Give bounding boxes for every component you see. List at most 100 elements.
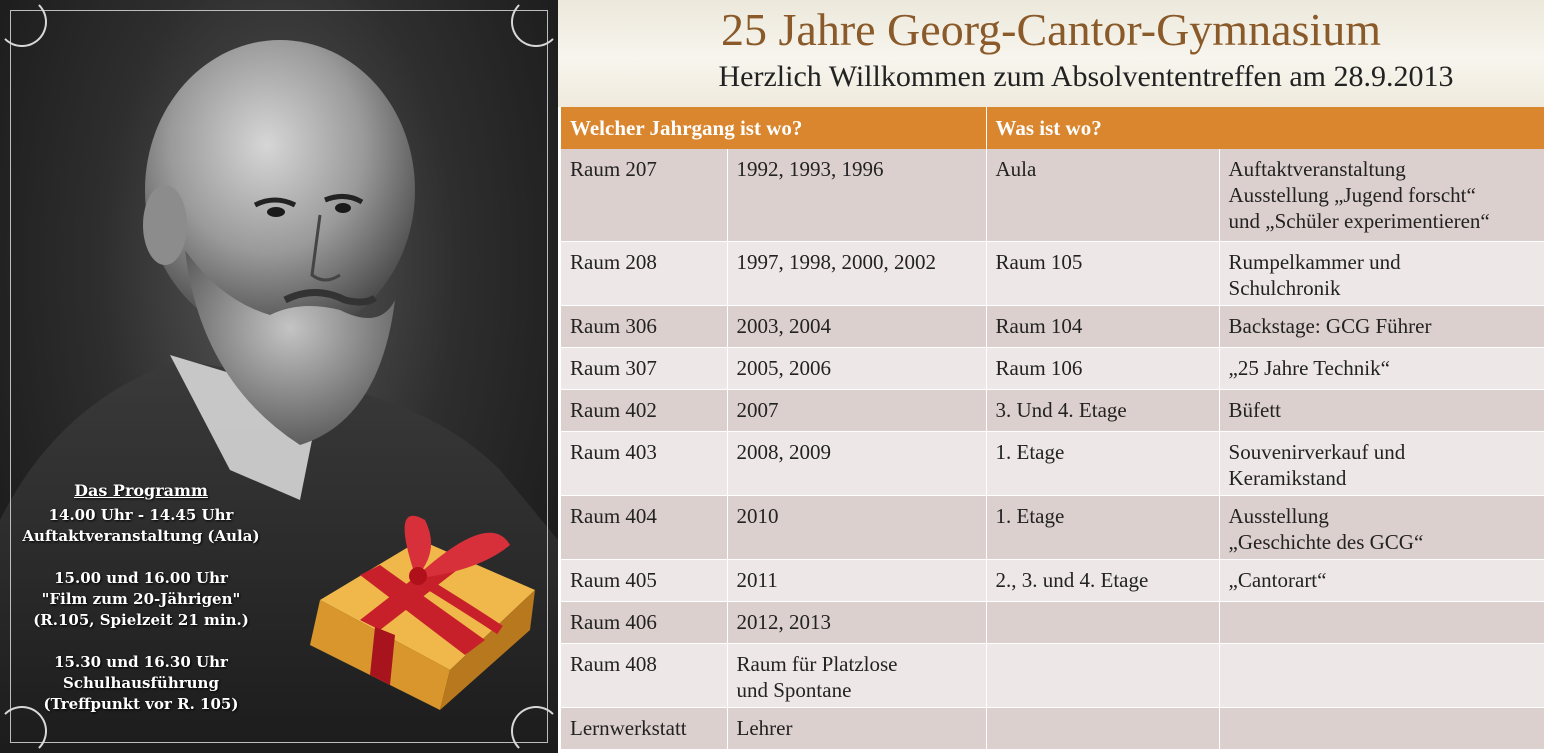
column-header-was: Was ist wo?	[986, 107, 1544, 149]
what-cell: Büfett	[1219, 389, 1544, 432]
schedule-panel: 25 Jahre Georg-Cantor-Gymnasium Herzlich…	[558, 0, 1544, 753]
where-cell	[986, 707, 1220, 750]
years-cell: 2007	[727, 389, 987, 432]
table-row: Raum 207 1992, 1993, 1996 Aula Auftaktveran…	[561, 149, 1544, 242]
portrait-panel: Das Programm 14.00 Uhr - 14.45 Uhr Aufta…	[0, 0, 558, 753]
room-cell: Raum 306	[561, 305, 728, 348]
where-cell: 1. Etage	[986, 495, 1220, 560]
table-row: Raum 405 2011 2., 3. und 4. Etage „Cantorar…	[561, 559, 1544, 602]
page-subtitle: Herzlich Willkommen zum Absolvententreff…	[718, 60, 1454, 93]
program-time: 15.30 und 16.30 Uhr	[54, 653, 228, 671]
years-cell: 2008, 2009	[727, 431, 987, 496]
table-row: Raum 402 2007 3. Und 4. Etage Büfett	[561, 389, 1544, 432]
what-cell: Auftaktveranstaltung Ausstellung „Jugend …	[1219, 149, 1544, 242]
table-row: Raum 208 1997, 1998, 2000, 2002 Raum 105 Ru…	[561, 241, 1544, 306]
table-row: Raum 408 Raum für Platzlose und Spontane	[561, 643, 1544, 708]
column-header-jahrgang: Welcher Jahrgang ist wo?	[561, 107, 987, 149]
program-title: Das Programm	[74, 481, 208, 500]
years-cell: 1997, 1998, 2000, 2002	[727, 241, 987, 306]
schedule-table: Welcher Jahrgang ist wo? Was ist wo? Rau…	[561, 107, 1544, 750]
what-line: „Geschichte des GCG“	[1228, 529, 1424, 554]
gift-box-icon	[310, 515, 535, 710]
portrait-photo	[0, 40, 558, 753]
what-line: Auftaktveranstaltung	[1228, 157, 1406, 181]
years-line: 2008, 2009	[736, 439, 832, 464]
room-cell: Lernwerkstatt	[561, 707, 728, 750]
where-cell: Raum 105	[986, 241, 1220, 306]
program-text: (R.105, Spielzeit 21 min.)	[33, 611, 249, 629]
what-cell: „Cantorart“	[1219, 559, 1544, 602]
table-row: Raum 404 2010 1. Etage Ausstellung „Geschich…	[561, 495, 1544, 560]
years-cell: 2010	[727, 495, 987, 560]
program-item: 15.30 und 16.30 Uhr Schulhausführung (Tr…	[10, 652, 272, 715]
what-line: „Cantorart“	[1228, 567, 1327, 592]
what-cell: Backstage: GCG Führer	[1219, 305, 1544, 348]
years-line: 1992, 1993, 1996	[736, 157, 884, 181]
program-time: 15.00 und 16.00 Uhr	[54, 569, 228, 587]
table-row: Raum 403 2008, 2009 1. Etage Souvenirverkau…	[561, 431, 1544, 496]
years-line: 2003, 2004	[736, 313, 832, 338]
years-line: 2010	[736, 503, 779, 528]
table-row: Raum 306 2003, 2004 Raum 104 Backstage: GCG…	[561, 305, 1544, 348]
room-cell: Raum 403	[561, 431, 728, 496]
room-cell: Raum 307	[561, 347, 728, 390]
years-cell: 1992, 1993, 1996	[727, 149, 987, 242]
what-cell: Ausstellung „Geschichte des GCG“	[1219, 495, 1544, 560]
where-cell: Raum 104	[986, 305, 1220, 348]
room-cell: Raum 406	[561, 601, 728, 644]
years-cell: 2005, 2006	[727, 347, 987, 390]
ornamental-frame	[0, 0, 558, 753]
what-cell	[1219, 643, 1544, 708]
frame-corner-ornament	[0, 706, 47, 753]
what-line: Büfett	[1228, 397, 1282, 422]
table-body: Raum 207 1992, 1993, 1996 Aula Auftaktveran…	[561, 149, 1544, 750]
what-line: Souvenirverkauf und	[1228, 439, 1406, 464]
program-item: 15.00 und 16.00 Uhr "Film zum 20-Jährige…	[10, 568, 272, 631]
table-row: Raum 406 2012, 2013	[561, 601, 1544, 644]
years-cell: 2011	[727, 559, 987, 602]
what-line: Ausstellung	[1228, 503, 1329, 528]
program-text: "Film zum 20-Jährigen"	[41, 590, 241, 608]
where-cell: 2., 3. und 4. Etage	[986, 559, 1220, 602]
what-cell: Rumpelkammer und Schulchronik	[1219, 241, 1544, 306]
years-cell: Raum für Platzlose und Spontane	[727, 643, 987, 708]
what-cell	[1219, 707, 1544, 750]
years-cell: Lehrer	[727, 707, 987, 750]
years-line: 2005, 2006	[736, 355, 832, 380]
program-item: 14.00 Uhr - 14.45 Uhr Auftaktveranstaltu…	[10, 505, 272, 547]
years-cell: 2003, 2004	[727, 305, 987, 348]
years-line: Raum für Platzlose	[736, 651, 898, 676]
what-line: Ausstellung „Jugend forscht“	[1228, 183, 1476, 207]
table-row: Raum 307 2005, 2006 Raum 106 „25 Jahre Tech…	[561, 347, 1544, 390]
header: 25 Jahre Georg-Cantor-Gymnasium Herzlich…	[558, 0, 1544, 107]
program-time: 14.00 Uhr - 14.45 Uhr	[48, 506, 234, 524]
table-header-row: Welcher Jahrgang ist wo? Was ist wo?	[561, 107, 1544, 149]
where-cell	[986, 601, 1220, 644]
frame-corner-ornament	[511, 706, 558, 753]
what-line: „25 Jahre Technik“	[1228, 355, 1390, 380]
frame-corner-ornament	[0, 0, 47, 47]
years-line: Lehrer	[736, 715, 793, 740]
years-line: 2012, 2013	[736, 609, 832, 634]
where-cell: 3. Und 4. Etage	[986, 389, 1220, 432]
years-line: 2011	[736, 567, 778, 592]
program-text: Auftaktveranstaltung (Aula)	[22, 527, 260, 545]
what-cell	[1219, 601, 1544, 644]
years-cell: 2012, 2013	[727, 601, 987, 644]
table-row: Lernwerkstatt Lehrer	[561, 707, 1544, 750]
program-box: Das Programm 14.00 Uhr - 14.45 Uhr Aufta…	[10, 480, 272, 736]
room-cell: Raum 402	[561, 389, 728, 432]
what-line: und „Schüler experimentieren“	[1228, 209, 1490, 233]
what-line: Backstage: GCG Führer	[1228, 313, 1432, 338]
page-title: 25 Jahre Georg-Cantor-Gymnasium	[721, 4, 1381, 55]
where-cell: Raum 106	[986, 347, 1220, 390]
where-cell: Aula	[986, 149, 1220, 242]
room-cell: Raum 408	[561, 643, 728, 708]
years-line: und Spontane	[736, 677, 852, 702]
years-line: 1997, 1998, 2000, 2002	[736, 249, 937, 274]
what-cell: „25 Jahre Technik“	[1219, 347, 1544, 390]
program-text: (Treffpunkt vor R. 105)	[43, 695, 239, 713]
room-cell: Raum 404	[561, 495, 728, 560]
where-cell: 1. Etage	[986, 431, 1220, 496]
years-line: 2007	[736, 397, 779, 422]
